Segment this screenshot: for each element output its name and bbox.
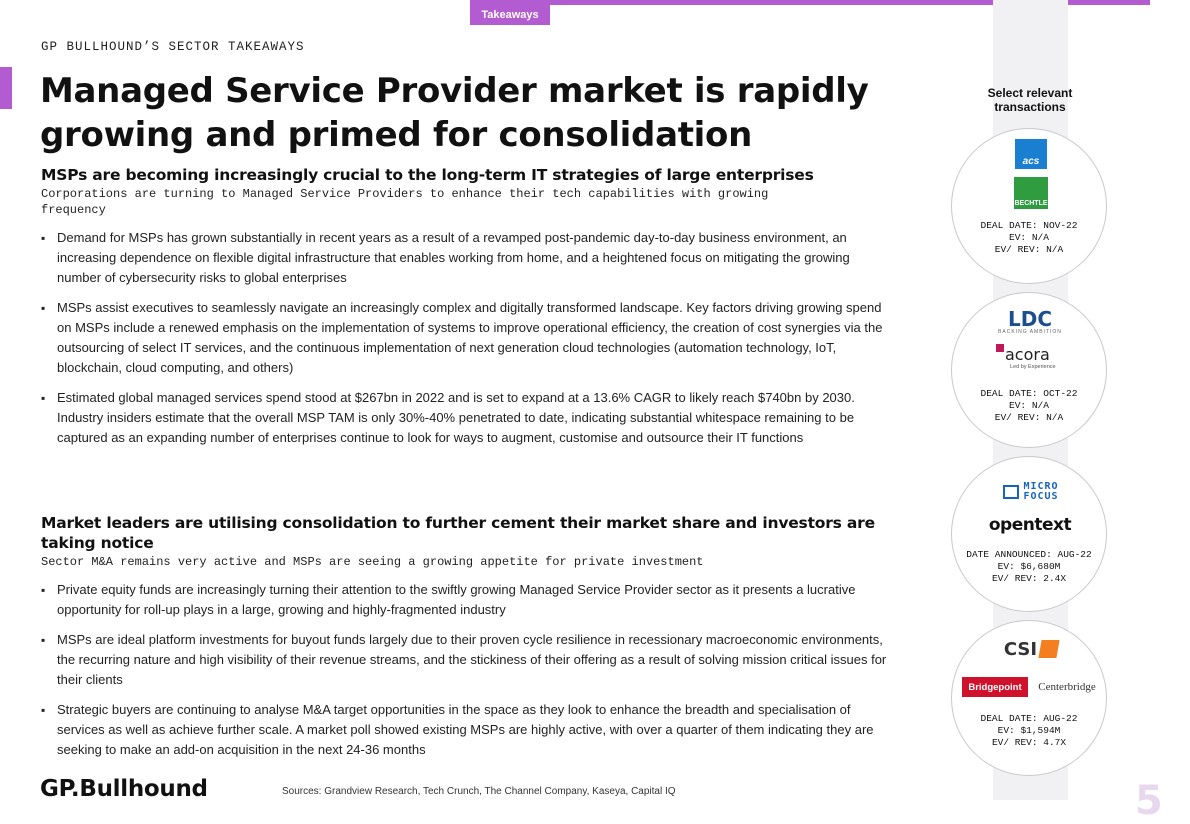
micro-focus-mark-icon: [1003, 485, 1020, 499]
top-accent-line: [470, 0, 1150, 5]
deal-ev-rev: EV/ REV: N/A: [994, 244, 1064, 255]
list-item: ▪ Strategic buyers are continuing to anal…: [41, 702, 874, 757]
deal-ev-rev: EV/ REV: 2.4X: [991, 573, 1067, 584]
bullet-icon: ▪: [41, 231, 46, 245]
list-item: ▪ Private equity funds are increasingly t…: [41, 582, 856, 617]
deal-card-csi-bridgepoint: CSI Bridgepoint Centerbridge DEAL DATE: …: [951, 620, 1107, 776]
deal-ev: EV: $6,680M: [997, 561, 1061, 572]
section-subheading: Corporations are turning to Managed Serv…: [41, 187, 769, 217]
list-item: ▪ MSPs assist executives to seamlessly na…: [41, 300, 883, 375]
sector-label: GP BULLHOUND’S SECTOR TAKEAWAYS: [41, 40, 305, 54]
acora-logo: acora Led by Experience: [996, 343, 1066, 373]
deal-ev: EV: N/A: [1009, 232, 1049, 243]
list-item: ▪ MSPs are ideal platform investments for…: [41, 632, 887, 687]
list-item: ▪ Estimated global managed services spend…: [41, 390, 855, 445]
bullet-icon: ▪: [41, 391, 46, 405]
deal-card-ldc-acora: LDC BACKING AMBITION acora Led by Experi…: [951, 292, 1107, 448]
csi-logo: CSI: [1000, 635, 1062, 663]
title-accent-bar: [0, 67, 12, 109]
transactions-heading: Select relevant transactions: [987, 86, 1073, 114]
deal-date: DEAL DATE: OCT-22: [980, 388, 1078, 399]
deal-card-acs-bechtle: acs BECHTLE DEAL DATE: NOV-22 EV: N/A EV…: [951, 128, 1107, 284]
sources-note: Sources: Grandview Research, Tech Crunch…: [282, 786, 676, 797]
bullet-icon: ▪: [41, 301, 46, 315]
opentext-logo: opentext: [988, 515, 1072, 535]
gp-bullhound-logo: GP.Bullhound: [40, 776, 208, 802]
bechtle-logo: BECHTLE: [1014, 177, 1048, 209]
deal-ev: EV: N/A: [1009, 400, 1049, 411]
csi-mark-icon: [1038, 640, 1060, 658]
acora-mark-icon: [996, 344, 1004, 352]
deal-date: DATE ANNOUNCED: AUG-22: [966, 549, 1092, 560]
micro-focus-logo: MICRO FOCUS: [990, 481, 1072, 503]
bridgepoint-logo: Bridgepoint: [962, 677, 1028, 697]
page-number: 5: [1135, 778, 1163, 824]
section-importance: MSPs are becoming increasingly crucial t…: [41, 165, 931, 458]
deal-ev-rev: EV/ REV: N/A: [994, 412, 1064, 423]
ldc-logo: LDC BACKING AMBITION: [998, 307, 1062, 335]
section-subheading: Sector M&A remains very active and MSPs …: [41, 555, 704, 569]
deal-ev-rev: EV/ REV: 4.7X: [991, 737, 1067, 748]
acs-logo: acs: [1015, 139, 1047, 169]
bullet-icon: ▪: [41, 703, 46, 717]
section-heading: Market leaders are utilising consolidati…: [41, 514, 875, 552]
takeaways-tab[interactable]: Takeaways: [470, 5, 550, 25]
bullet-list: ▪ Private equity funds are increasingly t…: [41, 580, 931, 760]
centerbridge-logo: Centerbridge: [1038, 681, 1096, 693]
bullet-icon: ▪: [41, 583, 46, 597]
page-title: Managed Service Provider market is rapid…: [40, 71, 869, 155]
deal-date: DEAL DATE: NOV-22: [980, 220, 1078, 231]
deal-card-microfocus-opentext: MICRO FOCUS opentext DATE ANNOUNCED: AUG…: [951, 456, 1107, 612]
deal-ev: EV: $1,594M: [997, 725, 1061, 736]
bullet-list: ▪ Demand for MSPs has grown substantially…: [41, 228, 931, 448]
deal-date: DEAL DATE: AUG-22: [980, 713, 1078, 724]
bullet-icon: ▪: [41, 633, 46, 647]
list-item: ▪ Demand for MSPs has grown substantially…: [41, 230, 850, 285]
section-consolidation: Market leaders are utilising consolidati…: [41, 513, 931, 770]
section-heading: MSPs are becoming increasingly crucial t…: [41, 166, 814, 184]
